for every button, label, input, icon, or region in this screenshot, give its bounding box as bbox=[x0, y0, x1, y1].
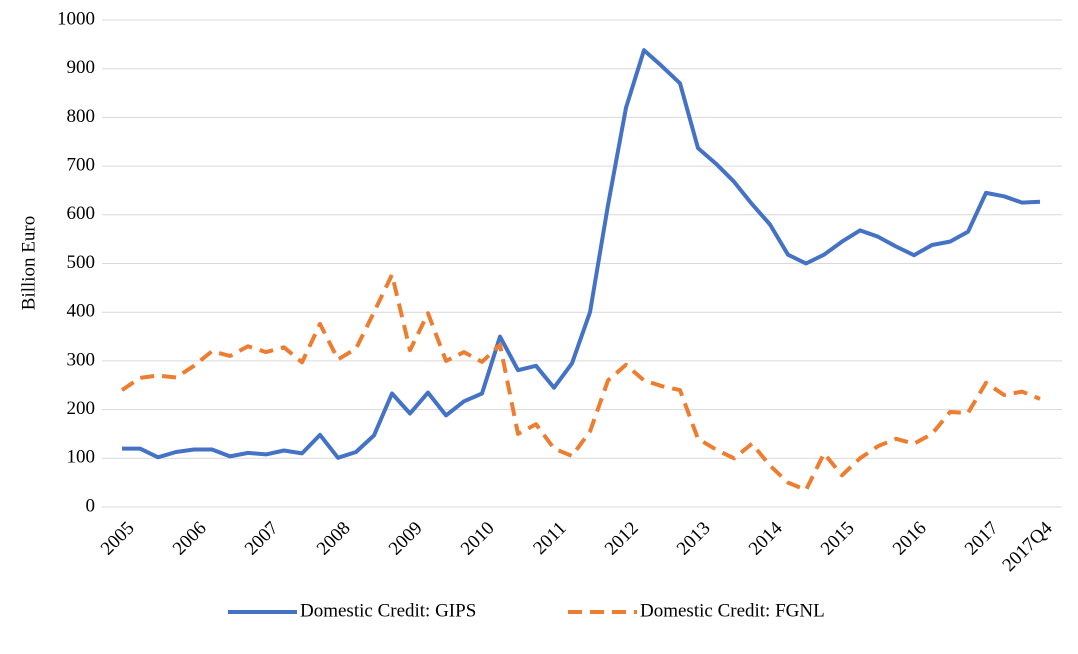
x-tick-label: 2010 bbox=[457, 518, 499, 560]
y-tick-label: 900 bbox=[67, 57, 96, 78]
x-tick-label: 2006 bbox=[169, 518, 211, 560]
y-tick-label: 800 bbox=[67, 106, 96, 127]
x-tick-label: 2016 bbox=[889, 518, 931, 560]
legend-label: Domestic Credit: GIPS bbox=[300, 600, 476, 621]
y-tick-label: 0 bbox=[86, 495, 96, 516]
y-tick-label: 500 bbox=[67, 252, 96, 273]
y-tick-label: 300 bbox=[67, 349, 96, 370]
x-tick-label: 2005 bbox=[97, 518, 139, 560]
x-tick-label: 2013 bbox=[673, 518, 715, 560]
x-tick-label: 2014 bbox=[745, 517, 787, 559]
y-tick-label: 200 bbox=[67, 398, 96, 419]
x-tick-label: 2011 bbox=[529, 518, 570, 559]
x-tick-label: 2015 bbox=[817, 518, 859, 560]
y-axis-label: Billion Euro bbox=[18, 216, 39, 310]
x-tick-label: 2008 bbox=[313, 518, 355, 560]
y-tick-label: 600 bbox=[67, 203, 96, 224]
series-line bbox=[120, 272, 1041, 492]
y-tick-label: 400 bbox=[67, 301, 96, 322]
y-tick-label: 700 bbox=[67, 154, 96, 175]
y-tick-label: 100 bbox=[67, 447, 96, 468]
x-tick-label: 2012 bbox=[601, 518, 643, 560]
x-tick-label: 2009 bbox=[385, 518, 427, 560]
x-tick-label: 2007 bbox=[241, 518, 283, 560]
series-line bbox=[122, 48, 1041, 460]
x-tick-label: 2017Q4 bbox=[998, 517, 1056, 575]
y-tick-label: 1000 bbox=[57, 8, 95, 29]
legend-label: Domestic Credit: FGNL bbox=[640, 600, 825, 621]
x-tick-label: 2017 bbox=[961, 518, 1003, 560]
